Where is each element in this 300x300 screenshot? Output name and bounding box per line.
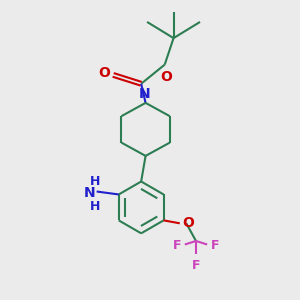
Text: O: O	[160, 70, 172, 84]
Text: N: N	[138, 87, 150, 101]
Text: O: O	[182, 216, 194, 230]
Text: F: F	[211, 239, 219, 252]
Text: O: O	[98, 66, 110, 80]
Text: H: H	[90, 200, 101, 213]
Text: N: N	[83, 186, 95, 200]
Text: F: F	[192, 259, 200, 272]
Text: F: F	[173, 239, 181, 252]
Text: H: H	[90, 175, 101, 188]
